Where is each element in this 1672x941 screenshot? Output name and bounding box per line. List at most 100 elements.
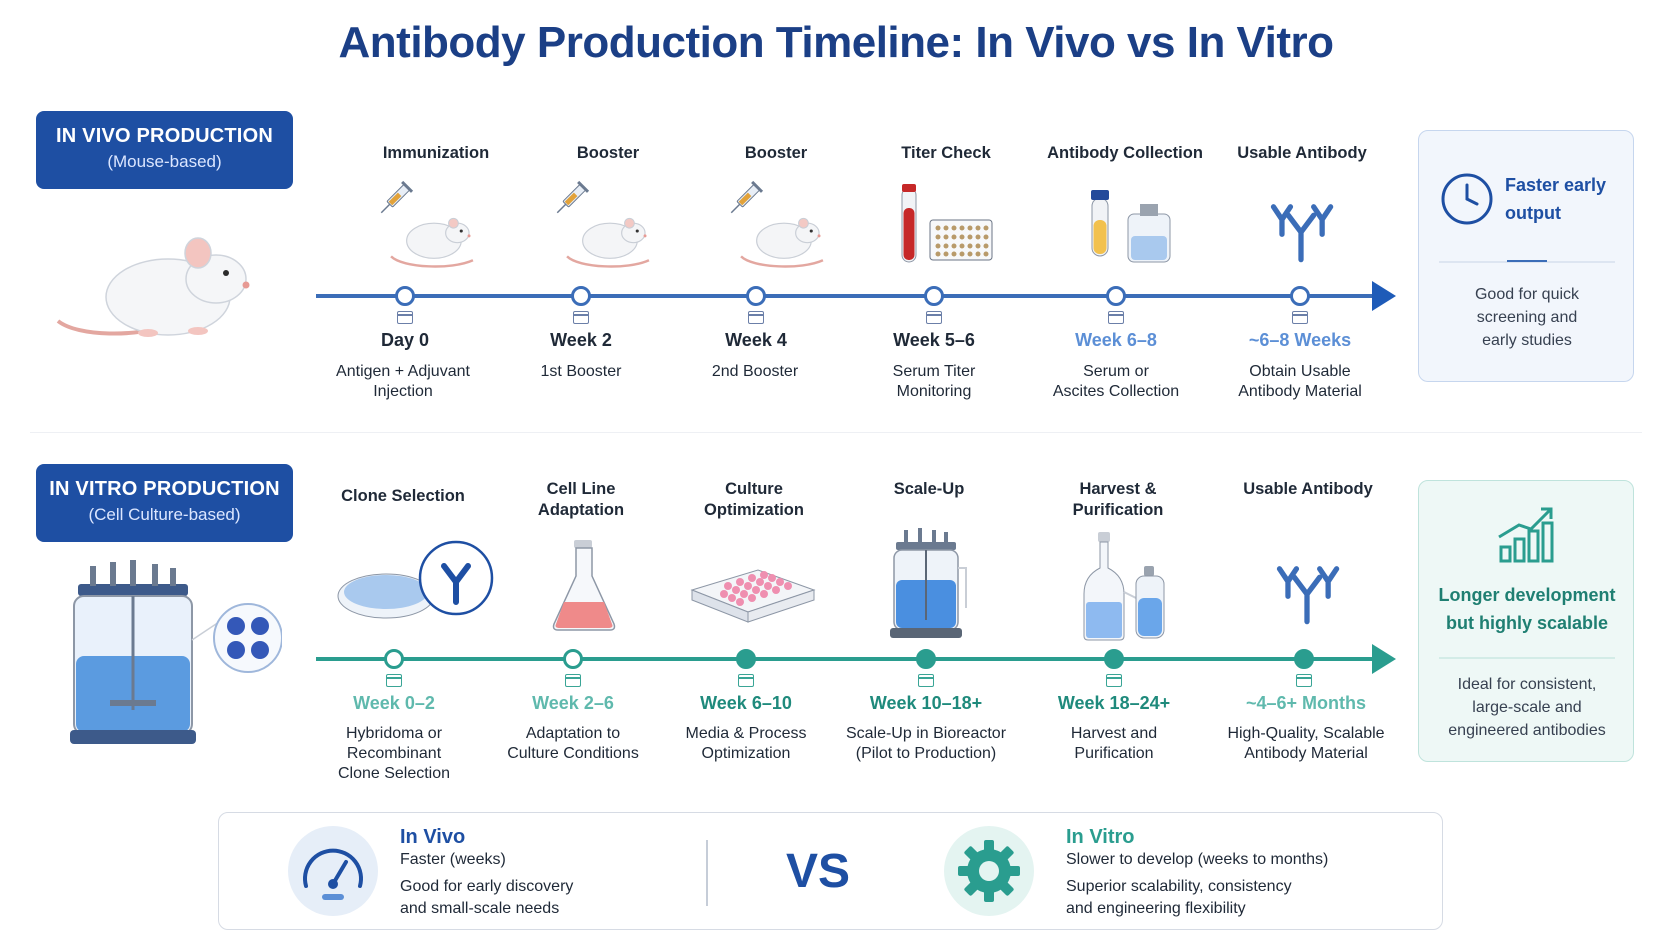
card-title-line: but highly scalable xyxy=(1445,613,1609,633)
stage-label: Antibody Collection xyxy=(1047,144,1203,162)
timeline-node xyxy=(384,649,404,669)
stage-label: Booster xyxy=(744,144,808,162)
stage-description-line: Scale-Up in Bioreactor xyxy=(845,725,1007,742)
timeline-node xyxy=(916,649,936,669)
stage-label: Optimization xyxy=(704,501,804,519)
vitro-stage-usable-antibody: Usable Antibody xyxy=(1218,479,1398,500)
stage-description-line: Serum Titer xyxy=(892,363,976,380)
calendar-icon xyxy=(1108,311,1124,324)
vivo-stage-usable-antibody: Usable Antibody xyxy=(1212,143,1392,164)
stage-label: Immunization xyxy=(382,144,490,162)
petri-dish-antibody-icon xyxy=(337,540,494,619)
flask-icon xyxy=(552,540,616,631)
timeline-node xyxy=(1294,649,1314,669)
stage-description-line: Injection xyxy=(373,383,433,400)
stage-description: Serum Titer Monitoring xyxy=(834,362,1034,402)
card-divider xyxy=(1439,657,1615,659)
timeline-node xyxy=(1104,649,1124,669)
calendar-icon xyxy=(565,674,581,687)
gear-icon-badge xyxy=(944,826,1034,916)
vs-label: VS xyxy=(786,845,851,898)
stage-label: Harvest & xyxy=(1079,480,1157,498)
speedometer-icon xyxy=(303,848,363,900)
gear-icon xyxy=(958,840,1020,902)
vitro-stage-cell-line-adaptation: Cell Line Adaptation xyxy=(491,479,671,521)
stage-label: Titer Check xyxy=(901,144,991,162)
in-vivo-summary-card: Faster early output Good for quick scree… xyxy=(1418,130,1634,382)
stage-description-line: Adaptation to xyxy=(525,725,621,742)
stage-label: Usable Antibody xyxy=(1243,480,1373,498)
calendar-icon xyxy=(397,311,413,324)
calendar-icon xyxy=(738,674,754,687)
stage-time: Week 5–6 xyxy=(893,330,975,350)
compare-vitro-title: In Vitro xyxy=(1066,826,1135,848)
stage-label: Scale-Up xyxy=(893,480,965,498)
mouse-injection-icon xyxy=(725,180,825,268)
stage-label: Culture xyxy=(725,480,783,498)
antibody-icon xyxy=(1258,192,1344,266)
vitro-stage-harvest-purification: Harvest & Purification xyxy=(1028,479,1208,521)
stage-description: Media & Process Optimization xyxy=(646,724,846,764)
stage-description: Adaptation to Culture Conditions xyxy=(473,724,673,764)
stage-label: Usable Antibody xyxy=(1237,144,1367,162)
compare-vitro-line: and engineering flexibility xyxy=(1066,900,1246,917)
card-title-line: output xyxy=(1505,203,1561,223)
clock-icon xyxy=(1441,173,1493,225)
stage-description-line: Culture Conditions xyxy=(507,745,639,762)
timeline-node xyxy=(395,286,415,306)
stage-time: Week 2 xyxy=(550,330,612,350)
stage-description-line: High-Quality, Scalable xyxy=(1227,725,1385,742)
bioreactor-icon xyxy=(890,528,967,638)
card-title: Faster early output xyxy=(1505,171,1625,227)
card-description-line: large-scale and xyxy=(1472,699,1582,716)
stage-description-line: Purification xyxy=(1074,745,1154,762)
stage-time: Week 6–8 xyxy=(1075,330,1157,350)
calendar-icon xyxy=(918,674,934,687)
compare-vivo-title: In Vivo xyxy=(400,826,466,848)
card-description: Ideal for consistent, large-scale and en… xyxy=(1419,673,1635,742)
stage-description-line: Clone Selection xyxy=(337,765,451,782)
in-vitro-timeline-arrow xyxy=(1372,644,1396,674)
speedometer-icon-badge xyxy=(288,826,378,916)
calendar-icon xyxy=(1296,674,1312,687)
card-description-line: Good for quick xyxy=(1474,286,1580,303)
calendar-icon xyxy=(386,674,402,687)
antibody-icon xyxy=(1264,554,1350,628)
stage-label: Cell Line xyxy=(546,480,616,498)
stage-time: Week 0–2 xyxy=(353,693,435,713)
calendar-icon xyxy=(573,311,589,324)
stage-time: ~6–8 Weeks xyxy=(1248,330,1352,350)
stage-description-line: Serum or xyxy=(1083,363,1149,380)
in-vitro-summary-card: Longer development but highly scalable I… xyxy=(1418,480,1634,762)
card-description: Good for quick screening and early studi… xyxy=(1419,283,1635,352)
timeline-node xyxy=(924,286,944,306)
well-plate-icon xyxy=(690,569,816,623)
compare-vivo-line: and small-scale needs xyxy=(400,900,560,917)
calendar-icon xyxy=(748,311,764,324)
compare-vitro-line: Superior scalability, consistency xyxy=(1066,878,1292,895)
stage-time: Day 0 xyxy=(380,330,430,350)
stage-description-line: Antibody Material xyxy=(1244,745,1368,762)
stage-time: Week 2–6 xyxy=(532,693,614,713)
timeline-node xyxy=(563,649,583,669)
in-vitro-badge-subtitle: (Cell Culture-based) xyxy=(88,505,241,524)
vivo-stage-immunization: Immunization xyxy=(346,143,526,164)
vivo-stage-booster-1: Booster xyxy=(518,143,698,164)
compare-vivo-line: Good for early discovery xyxy=(400,878,574,895)
stage-label: Purification xyxy=(1072,501,1164,519)
compare-separator xyxy=(706,840,708,906)
timeline-node xyxy=(736,649,756,669)
stage-description: Serum or Ascites Collection xyxy=(1016,362,1216,402)
card-description-line: Ideal for consistent, xyxy=(1457,676,1597,693)
card-title-line: Faster early xyxy=(1505,175,1607,195)
stage-description-line: Hybridoma or xyxy=(345,725,443,742)
card-divider xyxy=(1439,261,1615,263)
in-vivo-badge-subtitle: (Mouse-based) xyxy=(107,152,222,171)
card-title-line: Longer development xyxy=(1438,585,1616,605)
stage-label: Clone Selection xyxy=(341,487,465,505)
in-vivo-badge-title: IN VIVO PRODUCTION xyxy=(56,125,273,147)
stage-description-line: Antigen + Adjuvant xyxy=(336,363,470,380)
compare-vivo-line: Faster (weeks) xyxy=(400,851,506,868)
vivo-stage-antibody-collection: Antibody Collection xyxy=(1035,143,1215,164)
in-vitro-badge: IN VITRO PRODUCTION (Cell Culture-based) xyxy=(36,464,293,542)
